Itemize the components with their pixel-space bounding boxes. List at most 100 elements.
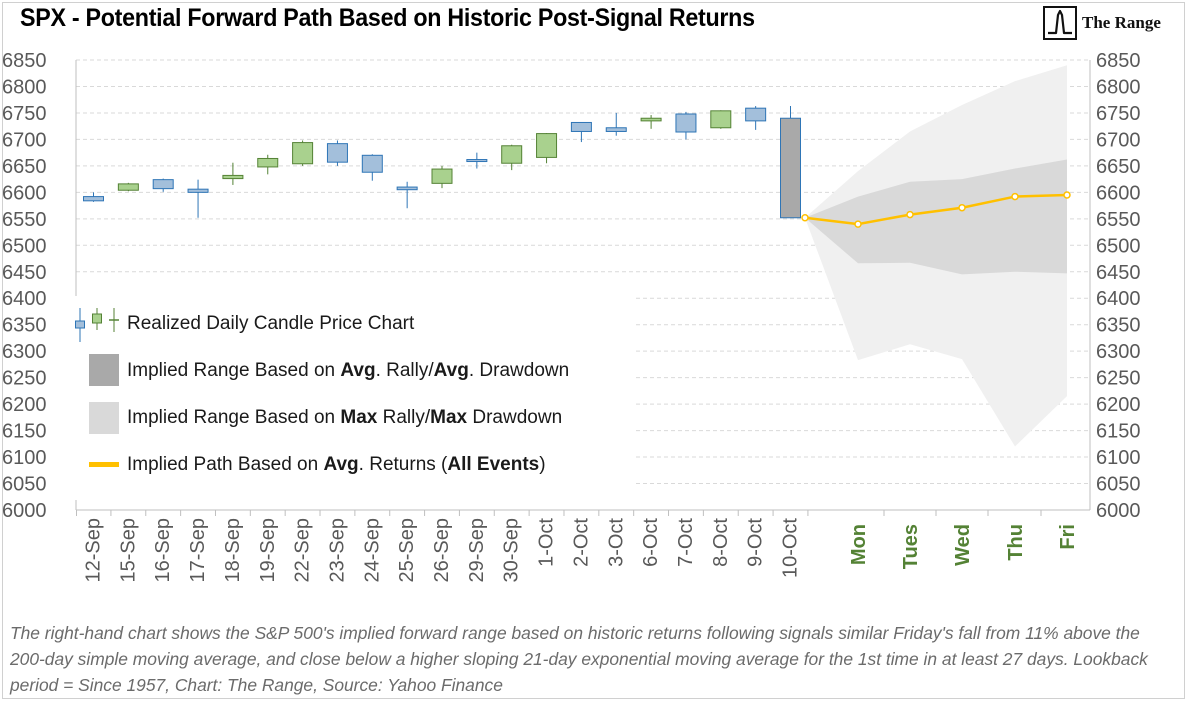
candle-body: [117, 183, 139, 191]
x-tick-label: 1-Oct: [536, 518, 558, 567]
y-tick-left: 6750: [2, 103, 47, 125]
x-tick-label: 23-Sep: [326, 518, 348, 583]
candle-26-Sep: [431, 165, 453, 189]
y-tick-left: 6250: [2, 368, 47, 390]
y-tick-right: 6550: [1096, 209, 1141, 231]
x-tick-label: 26-Sep: [431, 518, 453, 583]
chart-caption: The right-hand chart shows the S&P 500's…: [10, 623, 1148, 695]
y-tick-left: 6300: [2, 341, 47, 363]
candle-body: [187, 188, 209, 193]
x-tick-label: 2-Oct: [570, 518, 592, 567]
legend-candles-icon: [75, 308, 119, 342]
x-tick-label: 17-Sep: [187, 518, 209, 583]
x-tick-label: 10-Oct: [780, 518, 802, 578]
y-tick-right: 6650: [1096, 156, 1141, 178]
implied-path-point: [958, 203, 966, 212]
legend-max-range-swatch: [89, 402, 119, 434]
candle-body: [361, 154, 383, 173]
candle-24-Sep: [361, 154, 383, 181]
y-tick-labels: 6000 6000 6050 6050 6100 6100 6150 6150 6200 6200…: [2, 50, 1141, 522]
x-tick-label: 30-Sep: [501, 518, 523, 583]
chart-title: SPX - Potential Forward Path Based on Hi…: [20, 4, 755, 32]
y-tick-left: 6550: [2, 209, 47, 231]
x-tick-label: 15-Sep: [117, 518, 139, 583]
candle-body: [501, 145, 523, 164]
y-tick-left: 6350: [2, 315, 47, 337]
y-tick-left: 6700: [2, 129, 47, 151]
legend-max-range-label: Implied Range Based on Max Rally/Max Dra…: [127, 407, 562, 428]
y-tick-left: 6050: [2, 474, 47, 496]
candle-19-Sep: [257, 154, 279, 175]
candle-body: [431, 168, 453, 184]
candle-body: [780, 117, 801, 219]
x-tick-label: 6-Oct: [640, 518, 662, 567]
y-tick-left: 6600: [2, 182, 47, 204]
candle-29-Sep: [466, 152, 488, 169]
legend-path-swatch: [89, 462, 119, 467]
candle-body: [570, 121, 592, 132]
candle-7-Oct: [675, 111, 697, 140]
candle-6-Oct: [640, 115, 662, 129]
candle-body: [710, 110, 732, 129]
y-tick-left: 6200: [2, 394, 47, 416]
candle-30-Sep: [501, 144, 523, 171]
candle-body: [326, 143, 348, 163]
x-tick-label: 3-Oct: [605, 518, 627, 567]
the-range-logo-icon: [1043, 6, 1077, 40]
implied-path-point: [854, 220, 862, 228]
x-tick-label: 12-Sep: [83, 518, 105, 583]
y-tick-right: 6300: [1096, 341, 1141, 363]
candle-23-Sep: [326, 140, 348, 166]
implied-path-point: [1011, 192, 1019, 201]
forward-day-label: Fri: [1057, 524, 1079, 550]
y-tick-right: 6850: [1096, 50, 1141, 72]
y-tick-left: 6100: [2, 447, 47, 469]
candle-body: [466, 159, 488, 163]
implied-path-point: [1063, 191, 1071, 199]
candle-body: [675, 113, 697, 133]
implied-path-line: [804, 193, 1068, 226]
candle-body: [640, 117, 662, 122]
x-tick-label: 7-Oct: [675, 518, 697, 567]
candle-10-Oct: [780, 106, 801, 219]
candle-8-Oct: [710, 110, 732, 129]
y-tick-right: 6100: [1096, 447, 1141, 469]
candle-18-Sep: [222, 162, 244, 185]
y-tick-left: 6000: [2, 500, 47, 522]
legend-candles-label: Realized Daily Candle Price Chart: [127, 313, 415, 334]
x-tick-label: 22-Sep: [292, 518, 314, 583]
legend-avg-range-label: Implied Range Based on Avg. Rally/Avg. D…: [127, 360, 569, 381]
candle-12-Sep: [83, 192, 104, 202]
x-tick-label: 16-Sep: [152, 518, 174, 583]
x-tick-label: 18-Sep: [222, 518, 244, 583]
candle-body: [745, 107, 767, 122]
candle-body: [292, 142, 314, 165]
candle-3-Oct: [605, 112, 627, 136]
x-tick-label: 8-Oct: [710, 518, 732, 567]
candle-22-Sep: [292, 140, 314, 166]
implied-path-point: [906, 210, 914, 219]
y-tick-left: 6500: [2, 235, 47, 257]
legend-path-label: Implied Path Based on Avg. Returns (All …: [127, 454, 546, 475]
x-tick-label: 25-Sep: [396, 518, 418, 583]
legend: Realized Daily Candle Price Chart Implie…: [70, 296, 635, 500]
candle-body: [605, 127, 627, 132]
forward-day-label: Thu: [1005, 524, 1027, 561]
y-tick-left: 6450: [2, 262, 47, 284]
candle-25-Sep: [396, 181, 418, 209]
candle-2-Oct: [570, 121, 592, 143]
implied-path-point: [801, 214, 809, 222]
candle-16-Sep: [152, 178, 174, 192]
candle-body: [396, 186, 418, 191]
y-tick-right: 6050: [1096, 474, 1141, 496]
y-tick-right: 6800: [1096, 76, 1141, 98]
brand-name: The Range: [1082, 13, 1161, 32]
x-tick-label: 9-Oct: [745, 518, 767, 567]
candle-9-Oct: [745, 106, 767, 130]
y-tick-left: 6800: [2, 76, 47, 98]
y-tick-left: 6650: [2, 156, 47, 178]
brand-logo: The Range: [1043, 6, 1161, 40]
y-tick-right: 6350: [1096, 315, 1141, 337]
y-tick-left: 6150: [2, 421, 47, 443]
implied-path: [801, 191, 1071, 228]
